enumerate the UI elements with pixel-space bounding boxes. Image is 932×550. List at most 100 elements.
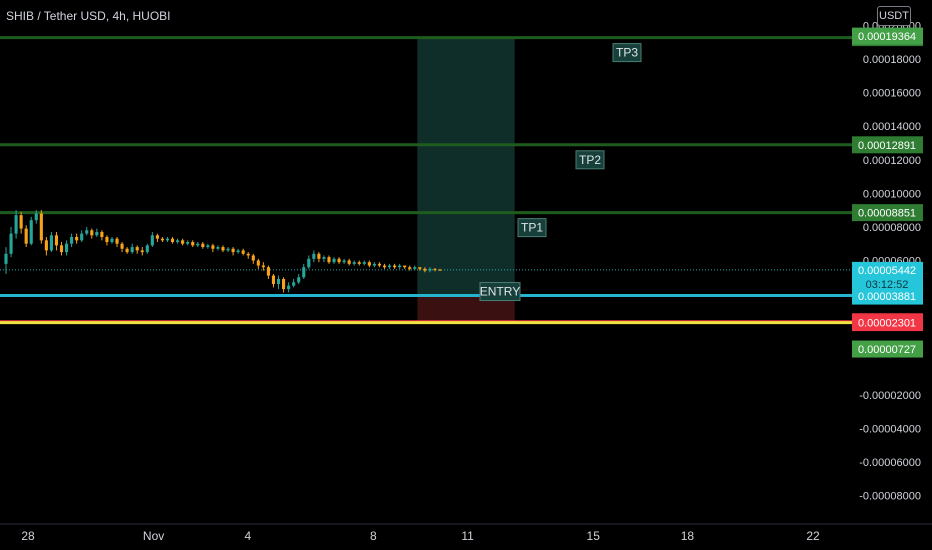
- candle-body: [403, 265, 407, 268]
- candle-body: [211, 245, 215, 249]
- candle-body: [261, 265, 265, 268]
- candle-body: [206, 245, 210, 248]
- candle-body: [29, 220, 33, 244]
- last-price-badge-bg: [852, 261, 923, 292]
- candle-body: [337, 258, 341, 263]
- x-tick-label: 22: [806, 529, 820, 543]
- candle-body: [120, 243, 124, 249]
- candle-body: [140, 250, 144, 253]
- candle-body: [44, 240, 48, 251]
- badge-extra-2: 0.00000727: [858, 344, 916, 356]
- candle-body: [307, 258, 311, 268]
- candle-body: [90, 230, 94, 236]
- candle-body: [39, 213, 43, 241]
- candle-body: [201, 243, 205, 248]
- candle-body: [155, 235, 159, 239]
- candle-body: [413, 267, 417, 269]
- candle-body: [59, 245, 64, 253]
- y-tick-label: -0.00004000: [859, 423, 921, 435]
- candle-body: [125, 248, 129, 253]
- profit-zone: [417, 37, 515, 296]
- badge-extra-1: 0.00003881: [858, 291, 916, 303]
- price-badges: 0.000192760.000128910.000088510.00003913…: [852, 27, 923, 358]
- position-zones: [417, 37, 515, 322]
- currency-button[interactable]: USDT: [877, 6, 911, 26]
- y-tick-label: -0.00006000: [859, 457, 921, 469]
- candle-body: [312, 253, 316, 259]
- candle-body: [19, 215, 23, 229]
- label-box-tp2: [575, 150, 605, 170]
- candle-body: [377, 263, 382, 266]
- candle-body: [85, 230, 89, 234]
- candle-body: [181, 240, 185, 244]
- candle-body: [9, 233, 13, 254]
- candle-body: [362, 262, 366, 264]
- candle-body: [75, 236, 79, 241]
- label-text-tp2: TP2: [579, 153, 601, 167]
- candle-body: [327, 257, 331, 263]
- candle-body: [292, 282, 296, 286]
- countdown-badge: 03:12:52: [866, 279, 909, 291]
- candle-body: [49, 235, 53, 251]
- candle-body: [302, 267, 306, 278]
- x-tick-label: 8: [370, 529, 377, 543]
- y-tick-label: -0.00008000: [859, 491, 921, 503]
- candle-body: [100, 231, 104, 237]
- candle-body: [372, 263, 376, 266]
- candle-body: [64, 243, 69, 253]
- badge-tp1-bg: [852, 204, 923, 222]
- badge-tp2: 0.00012891: [858, 140, 916, 152]
- candle-body: [251, 255, 255, 261]
- candle-body: [24, 228, 28, 244]
- x-tick-label: 11: [461, 529, 474, 543]
- y-tick-label: 0.00018000: [863, 54, 921, 66]
- candle-body: [428, 268, 432, 271]
- candle-body: [236, 250, 240, 253]
- candle-body: [80, 233, 84, 241]
- y-tick-label: 0.00016000: [863, 88, 921, 100]
- candle-body: [110, 238, 114, 243]
- badge-line-5: 0.00002301: [858, 318, 916, 330]
- x-tick-label: 28: [21, 529, 35, 543]
- badge-extra-0-bg: [852, 27, 923, 45]
- price-axis[interactable]: 0.000200000.000180000.000160000.00014000…: [859, 20, 921, 502]
- time-axis[interactable]: 28 Nov 4 8 11 15 18 22: [0, 523, 932, 543]
- level-lines: [0, 36, 852, 325]
- candle-body: [342, 260, 346, 263]
- y-tick-label: -0.00002000: [859, 390, 921, 402]
- candle-body: [256, 260, 260, 266]
- candle-body: [54, 235, 59, 246]
- candle-body: [423, 268, 427, 271]
- candle-body: [271, 275, 276, 285]
- label-box-tp3: [612, 43, 642, 63]
- candle-body: [287, 285, 291, 290]
- candle-body: [130, 247, 134, 253]
- y-tick-label: 0.00010000: [863, 188, 921, 200]
- x-tick-label: 18: [681, 529, 695, 543]
- candle-body: [70, 236, 74, 244]
- candle-body: [115, 238, 119, 244]
- candle-body: [165, 238, 170, 241]
- candle-body: [105, 236, 109, 243]
- candle-body: [297, 277, 301, 283]
- candle-body: [266, 267, 270, 276]
- candle-body: [150, 235, 154, 246]
- candle-body: [186, 242, 190, 244]
- label-text-entry: ENTRY: [480, 285, 520, 299]
- candle-body: [216, 247, 220, 249]
- candle-body: [317, 253, 321, 259]
- badge-extra-0: 0.00019364: [858, 31, 916, 43]
- badge-tp1: 0.00008851: [858, 208, 916, 220]
- candle-body: [191, 242, 195, 246]
- y-tick-label: 0.00014000: [863, 121, 921, 133]
- candle-body: [231, 248, 235, 253]
- candle-body: [226, 248, 230, 251]
- candle-body: [408, 267, 412, 269]
- candle-body: [276, 278, 281, 285]
- candle-body: [246, 253, 250, 256]
- candle-body: [34, 213, 38, 221]
- symbol-title: SHIB / Tether USD, 4h, HUOBI: [6, 9, 171, 23]
- candle-body: [322, 257, 326, 259]
- candle-body: [367, 262, 371, 266]
